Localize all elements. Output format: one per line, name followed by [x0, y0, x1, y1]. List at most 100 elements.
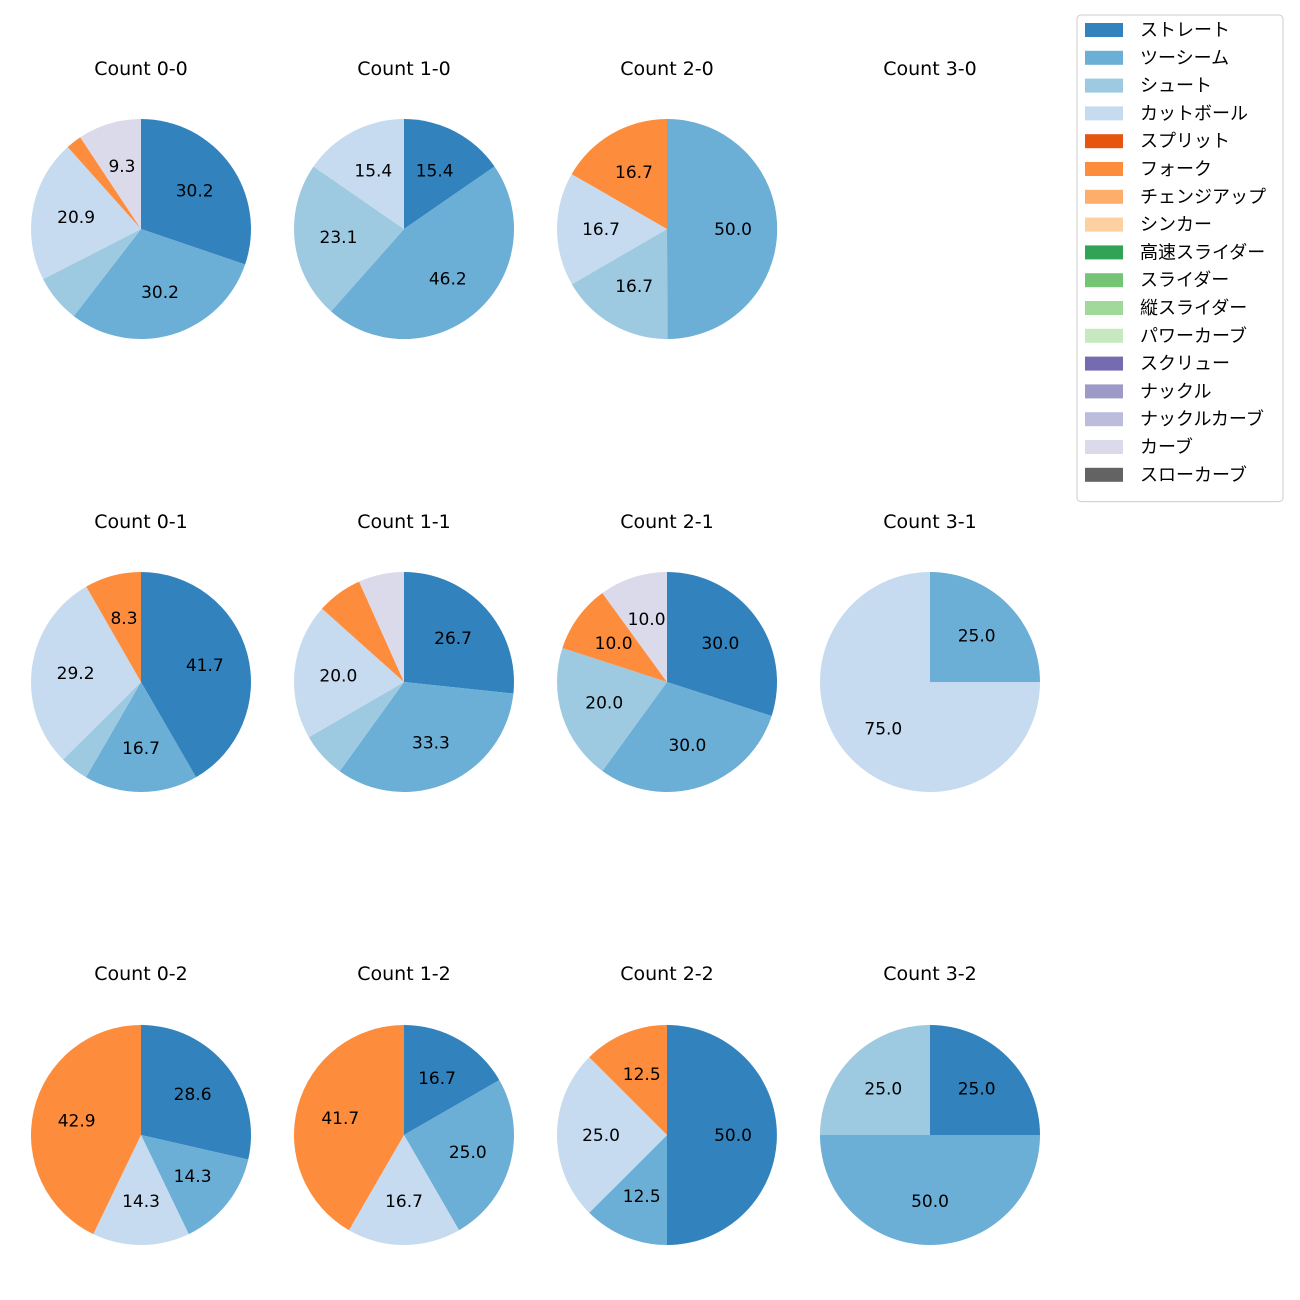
pie-slice-label: 15.4	[354, 162, 392, 182]
legend-label: 縦スライダー	[1140, 298, 1247, 319]
pie-slice	[141, 572, 251, 778]
pie-slice-label: 25.0	[449, 1143, 487, 1163]
pie-chart-3: Count 2-0 50.0 16.7 16.7 16.7	[556, 58, 778, 340]
legend-item: チェンジアップ	[1085, 187, 1266, 208]
pie-title: Count 2-2	[620, 963, 714, 985]
pie-slice	[571, 229, 668, 340]
legend-item: 縦スライダー	[1085, 298, 1247, 319]
pie-slice	[404, 572, 514, 694]
legend-label: シンカー	[1140, 215, 1212, 236]
pie-slice-label: 33.3	[412, 733, 450, 753]
pie-slice-label: 50.0	[714, 1126, 752, 1146]
pie-chart-4: Count 3-0	[883, 58, 977, 80]
pie-slice-label: 30.0	[701, 634, 739, 654]
pie-slice-label: 9.3	[108, 157, 135, 177]
pie-slice	[348, 1135, 460, 1245]
legend-swatch	[1085, 273, 1123, 288]
pie-slice	[293, 608, 404, 738]
pie-slice	[308, 682, 404, 772]
legend-item: カーブ	[1085, 436, 1193, 458]
pie-slice-label: 30.0	[668, 736, 706, 756]
pie-slice-label: 50.0	[714, 220, 752, 240]
pie-slice	[667, 1025, 777, 1245]
pie-slice-label: 30.2	[176, 182, 214, 202]
pie-slice-label: 8.3	[110, 609, 137, 629]
legend-item: シンカー	[1085, 215, 1212, 236]
pie-slice	[67, 137, 141, 229]
pie-slice	[557, 1057, 667, 1213]
pie-slice-label: 16.7	[582, 220, 620, 240]
pie-slice	[141, 119, 251, 265]
legend-label: パワーカーブ	[1140, 325, 1247, 347]
legend-item: ストレート	[1085, 20, 1230, 41]
legend-item: スプリット	[1085, 131, 1230, 152]
legend-label: スプリット	[1140, 131, 1230, 152]
pie-slice	[602, 572, 667, 682]
pie-slice	[556, 174, 667, 285]
legend-swatch	[1085, 467, 1123, 482]
legend-label: カットボール	[1140, 103, 1248, 124]
pie-slice	[359, 572, 404, 682]
legend-swatch	[1085, 356, 1123, 371]
legend-swatch	[1085, 189, 1123, 204]
pie-slice	[589, 1025, 667, 1135]
legend-item: シュート	[1085, 76, 1212, 97]
pie-title: Count 0-0	[94, 58, 188, 80]
pie-slice	[293, 166, 404, 312]
legend-item: ナックル	[1085, 381, 1211, 402]
pie-slice	[667, 572, 778, 716]
pie-slice-label: 16.7	[615, 277, 653, 297]
pie-slice	[930, 572, 1040, 682]
pie-slice	[63, 682, 141, 778]
pie-slice-label: 20.0	[585, 693, 623, 713]
pie-slice	[820, 1135, 1040, 1245]
legend-label: カーブ	[1140, 436, 1193, 458]
legend-item: カットボール	[1085, 103, 1248, 124]
pie-slice-label: 42.9	[58, 1111, 96, 1131]
legend: ストレートツーシームシュートカットボールスプリットフォークチェンジアップシンカー…	[1076, 14, 1284, 503]
pie-slice-label: 75.0	[864, 720, 902, 740]
pie-chart-12: Count 3-2 25.0 50.0 25.0	[820, 963, 1040, 1245]
pie-slice	[85, 682, 197, 792]
legend-swatch	[1085, 440, 1123, 454]
legend-item: ナックルカーブ	[1085, 408, 1264, 430]
legend-label: スライダー	[1140, 270, 1229, 291]
pie-slice-label: 25.0	[958, 1079, 996, 1099]
pie-slice	[562, 593, 667, 682]
pie-title: Count 1-2	[357, 963, 451, 985]
pie-chart-6: Count 1-1 26.7 33.3 20.0	[293, 511, 514, 792]
pie-slice-label: 41.7	[321, 1109, 359, 1129]
pie-slice	[30, 1025, 142, 1235]
pie-slice	[930, 1025, 1040, 1135]
legend-swatch	[1085, 50, 1123, 65]
pie-slice	[30, 147, 142, 280]
pie-slice	[313, 118, 404, 229]
pie-slice-label: 12.5	[623, 1187, 661, 1207]
pie-title: Count 2-1	[620, 511, 714, 533]
pie-slice	[43, 229, 142, 317]
pie-slice-label: 12.5	[623, 1065, 661, 1085]
legend-swatch	[1085, 106, 1123, 121]
pie-chart-5: Count 0-1 41.7 16.7 29.2 8.3	[30, 511, 251, 792]
pie-slice	[141, 1025, 251, 1160]
pie-title: Count 3-0	[883, 58, 977, 80]
pie-slice	[404, 1080, 514, 1231]
pie-slice-label: 16.7	[418, 1069, 456, 1089]
pie-slice	[404, 119, 495, 229]
pie-slice-label: 16.7	[122, 739, 160, 759]
pie-slice-label: 29.2	[57, 664, 95, 684]
pie-slice	[820, 1025, 930, 1135]
legend-swatch	[1085, 384, 1123, 399]
pie-title: Count 3-2	[883, 963, 977, 985]
pie-slice-label: 16.7	[615, 163, 653, 183]
pie-slice-label: 25.0	[958, 626, 996, 646]
pie-charts: Count 0-0 30.2 30.2 20.9 9.3 Count 1-0 15.4 46.…	[30, 58, 1040, 1246]
pie-slice	[93, 1135, 189, 1246]
pie-chart-10: Count 1-2 16.7 25.0 16.7 41.7	[294, 963, 514, 1245]
pie-slice	[141, 1135, 249, 1235]
pie-slice	[602, 682, 772, 793]
pie-slice-label: 10.0	[595, 634, 633, 654]
pie-slice-label: 23.1	[320, 228, 358, 248]
pie-slice	[30, 586, 141, 760]
legend-swatch	[1085, 328, 1123, 343]
